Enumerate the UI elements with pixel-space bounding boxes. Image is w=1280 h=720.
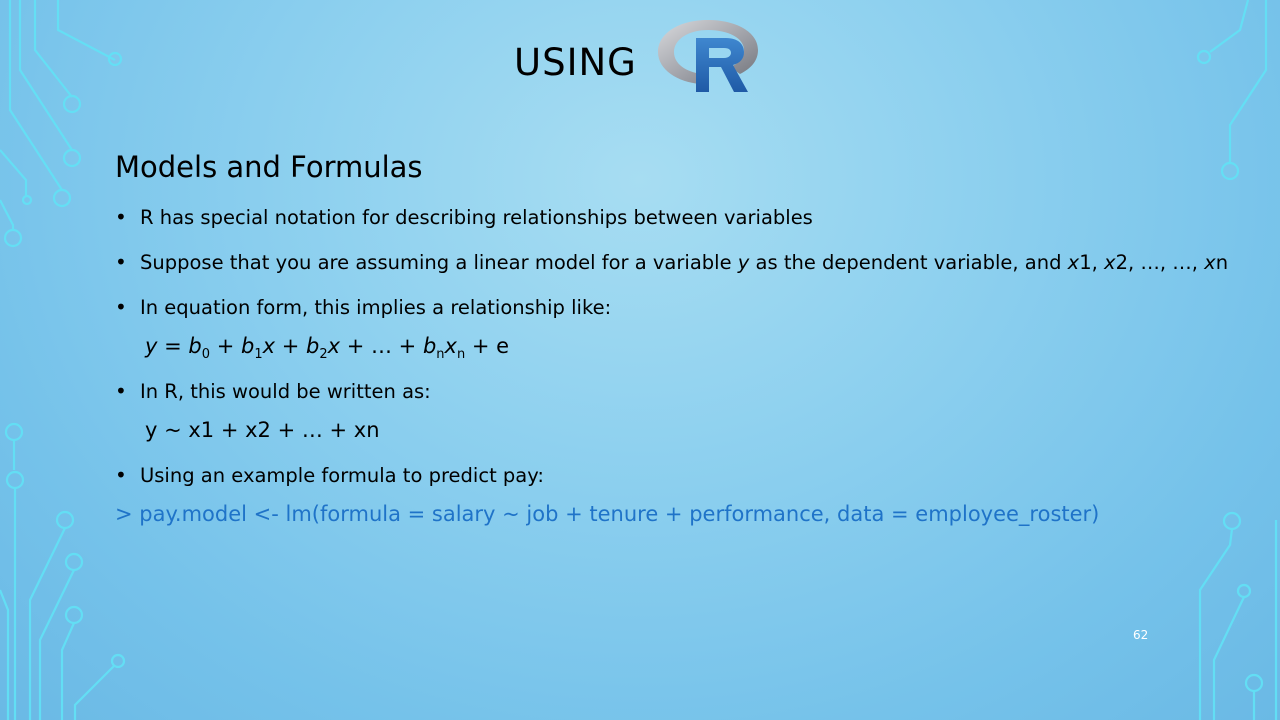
bullet-dot-icon: •	[115, 205, 127, 229]
section-heading: Models and Formulas	[115, 150, 423, 184]
bullet-item: • Using an example formula to predict pa…	[115, 460, 1245, 491]
r-logo-icon	[658, 20, 758, 92]
bullet-text: In R, this would be written as:	[140, 380, 431, 403]
slide-title: USING	[512, 14, 772, 100]
bullet-dot-icon: •	[115, 379, 127, 403]
bullet-item: • In equation form, this implies a relat…	[115, 292, 1245, 323]
bullet-text: R has special notation for describing re…	[140, 206, 813, 229]
r-logo-letter	[696, 38, 748, 92]
title-text: USING	[514, 41, 637, 84]
slide-content: • R has special notation for describing …	[115, 202, 1245, 530]
r-formula-line: y ~ x1 + x2 + … + xn	[145, 418, 380, 442]
bullet-text: Suppose that you are assuming a linear m…	[140, 251, 1229, 274]
bullet-item: • In R, this would be written as:	[115, 376, 1245, 407]
bullet-text: Using an example formula to predict pay:	[140, 464, 544, 487]
bullet-item: • R has special notation for describing …	[115, 202, 1245, 233]
bullet-dot-icon: •	[115, 295, 127, 319]
bullet-text: In equation form, this implies a relatio…	[140, 296, 612, 319]
bullet-dot-icon: •	[115, 463, 127, 487]
slide-number: 62	[1133, 628, 1149, 642]
bullet-item: • Suppose that you are assuming a linear…	[115, 247, 1245, 278]
bullet-dot-icon: •	[115, 250, 127, 274]
code-example: > pay.model <- lm(formula = salary ~ job…	[115, 502, 1100, 526]
equation-line: y = b0 + b1x + b2x + … + bnxn + e	[145, 334, 510, 362]
